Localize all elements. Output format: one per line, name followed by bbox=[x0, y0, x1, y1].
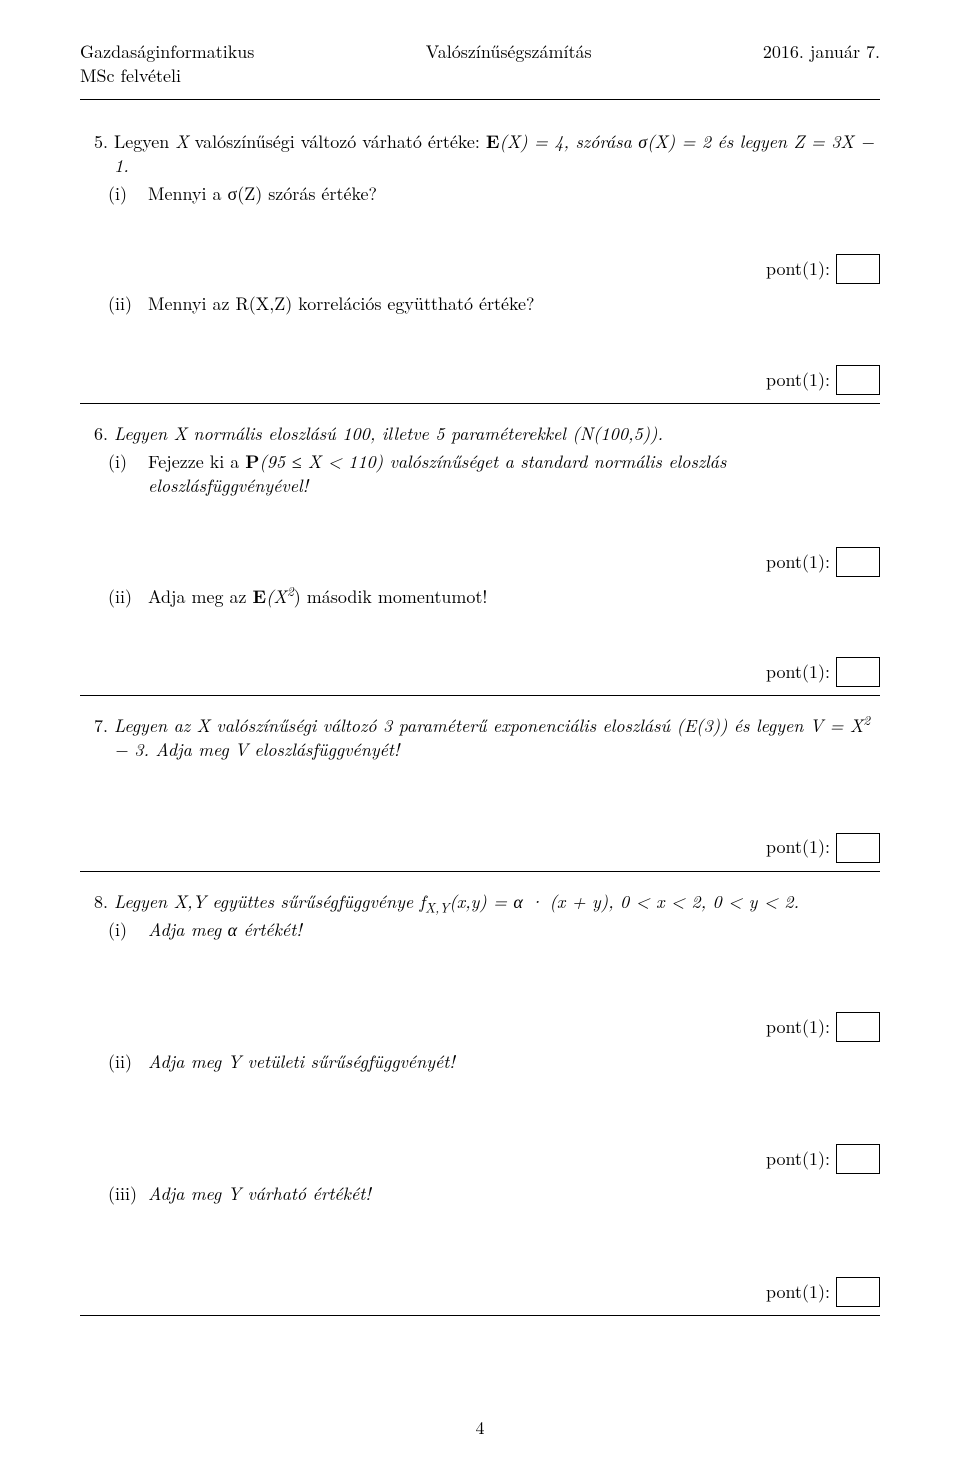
point-box bbox=[836, 254, 880, 284]
point-label: pont(1): bbox=[766, 1015, 830, 1039]
p6-i-points: pont(1): bbox=[80, 547, 880, 577]
sep-end bbox=[80, 1315, 880, 1316]
problem-5-body: Legyen X valószínűségi változó várható é… bbox=[114, 130, 880, 179]
header-rule bbox=[80, 99, 880, 100]
problem-7: 7. Legyen az X valószínűségi változó 3 p… bbox=[80, 714, 880, 863]
p6-ii-sup: 2 bbox=[287, 581, 294, 600]
p6-ii-body: Adja meg az E(X2) második momentumot! bbox=[148, 585, 880, 609]
p5-rest: valószínűségi változó várható értéke: bbox=[189, 129, 486, 154]
point-label: pont(1): bbox=[766, 1147, 830, 1171]
p6-ii-label: (ii) bbox=[108, 585, 148, 609]
page-header: Gazdaságinformatikus MSc felvételi Valós… bbox=[80, 40, 880, 89]
problem-7-body: Legyen az X valószínűségi változó 3 para… bbox=[114, 714, 880, 763]
point-box bbox=[836, 1012, 880, 1042]
p7-line1a: Legyen az X valószínűségi változó 3 para… bbox=[114, 713, 863, 738]
problem-5: 5. Legyen X valószínűségi változó várhat… bbox=[80, 130, 880, 395]
header-left-line2: MSc felvételi bbox=[80, 64, 254, 88]
point-label: pont(1): bbox=[766, 835, 830, 859]
point-label: pont(1): bbox=[766, 550, 830, 574]
point-label: pont(1): bbox=[766, 1280, 830, 1304]
p7-line1b: − 3. Adja meg bbox=[114, 737, 229, 762]
problem-6-number: 6. bbox=[80, 422, 114, 446]
problem-7-number: 7. bbox=[80, 714, 114, 738]
point-box bbox=[836, 657, 880, 687]
p5-ii-points: pont(1): bbox=[80, 365, 880, 395]
header-left-line1: Gazdaságinformatikus bbox=[80, 40, 254, 64]
header-right: 2016. január 7. bbox=[763, 40, 880, 64]
p6-i-label: (i) bbox=[108, 450, 148, 474]
problem-5-number: 5. bbox=[80, 130, 114, 154]
p8-i-text: Adja meg α értékét! bbox=[148, 918, 880, 942]
problem-6-text: Legyen X normális eloszlású 100, illetve… bbox=[114, 422, 880, 446]
p8-ii-text: Adja meg Y vetületi sűrűségfüggvényét! bbox=[148, 1050, 880, 1074]
point-label: pont(1): bbox=[766, 660, 830, 684]
problem-8: 8. Legyen X,Y együttes sűrűségfüggvénye … bbox=[80, 890, 880, 1307]
exam-page: Gazdaságinformatikus MSc felvételi Valós… bbox=[0, 0, 960, 1460]
p6-i-pre: Fejezze ki a bbox=[148, 449, 245, 474]
header-center: Valószínűségszámítás bbox=[254, 40, 763, 64]
page-number: 4 bbox=[0, 1416, 960, 1440]
p8-ii-label: (ii) bbox=[108, 1050, 148, 1074]
p6-ii-E: E bbox=[252, 584, 266, 609]
point-label: pont(1): bbox=[766, 368, 830, 392]
p8-i-points: pont(1): bbox=[80, 1012, 880, 1042]
p5-ii-text: Mennyi az R(X,Z) korrelációs együttható … bbox=[148, 292, 880, 316]
p6-ii-pre: Adja meg az bbox=[148, 584, 252, 609]
problem-6: 6. Legyen X normális eloszlású 100, ille… bbox=[80, 422, 880, 687]
p6-ii-rest: (X bbox=[266, 584, 287, 609]
p8-iii-label: (iii) bbox=[108, 1182, 148, 1206]
point-box bbox=[836, 1144, 880, 1174]
p5-i-points: pont(1): bbox=[80, 254, 880, 284]
p6-i-body: Fejezze ki a P(95 ≤ X < 110) valószínűsé… bbox=[148, 450, 880, 499]
p5-E: E bbox=[486, 129, 500, 154]
p8-i-label: (i) bbox=[108, 918, 148, 942]
p5-ii-label: (ii) bbox=[108, 292, 148, 316]
p8-sub: X,Y bbox=[425, 897, 449, 916]
sep-5-6 bbox=[80, 403, 880, 404]
p8-a: Legyen X,Y együttes sűrűségfüggvénye f bbox=[114, 889, 425, 914]
p6-i-P: P bbox=[245, 449, 259, 474]
problem-8-number: 8. bbox=[80, 890, 114, 914]
p8-ii-points: pont(1): bbox=[80, 1144, 880, 1174]
point-box bbox=[836, 1277, 880, 1307]
point-box bbox=[836, 547, 880, 577]
point-label: pont(1): bbox=[766, 257, 830, 281]
p7-line2: V eloszlásfüggvényét! bbox=[235, 737, 400, 762]
sep-7-8 bbox=[80, 871, 880, 872]
point-box bbox=[836, 833, 880, 863]
header-left: Gazdaságinformatikus MSc felvételi bbox=[80, 40, 254, 89]
point-box bbox=[836, 365, 880, 395]
p6-ii-tail: ) második momentumot! bbox=[294, 584, 488, 609]
p5-i-label: (i) bbox=[108, 182, 148, 206]
p8-b: (x,y) = α · (x + y), 0 < x < 2, 0 < y < … bbox=[449, 889, 799, 914]
p6-ii-points: pont(1): bbox=[80, 657, 880, 687]
p8-iii-points: pont(1): bbox=[80, 1277, 880, 1307]
sep-6-7 bbox=[80, 695, 880, 696]
p5-pre: Legyen bbox=[114, 129, 175, 154]
p7-sup: 2 bbox=[863, 710, 870, 729]
p8-iii-text: Adja meg Y várható értékét! bbox=[148, 1182, 880, 1206]
problem-8-body: Legyen X,Y együttes sűrűségfüggvénye fX,… bbox=[114, 890, 880, 914]
p7-points: pont(1): bbox=[80, 833, 880, 863]
p5-i-text: Mennyi a σ(Z) szórás értéke? bbox=[148, 182, 880, 206]
